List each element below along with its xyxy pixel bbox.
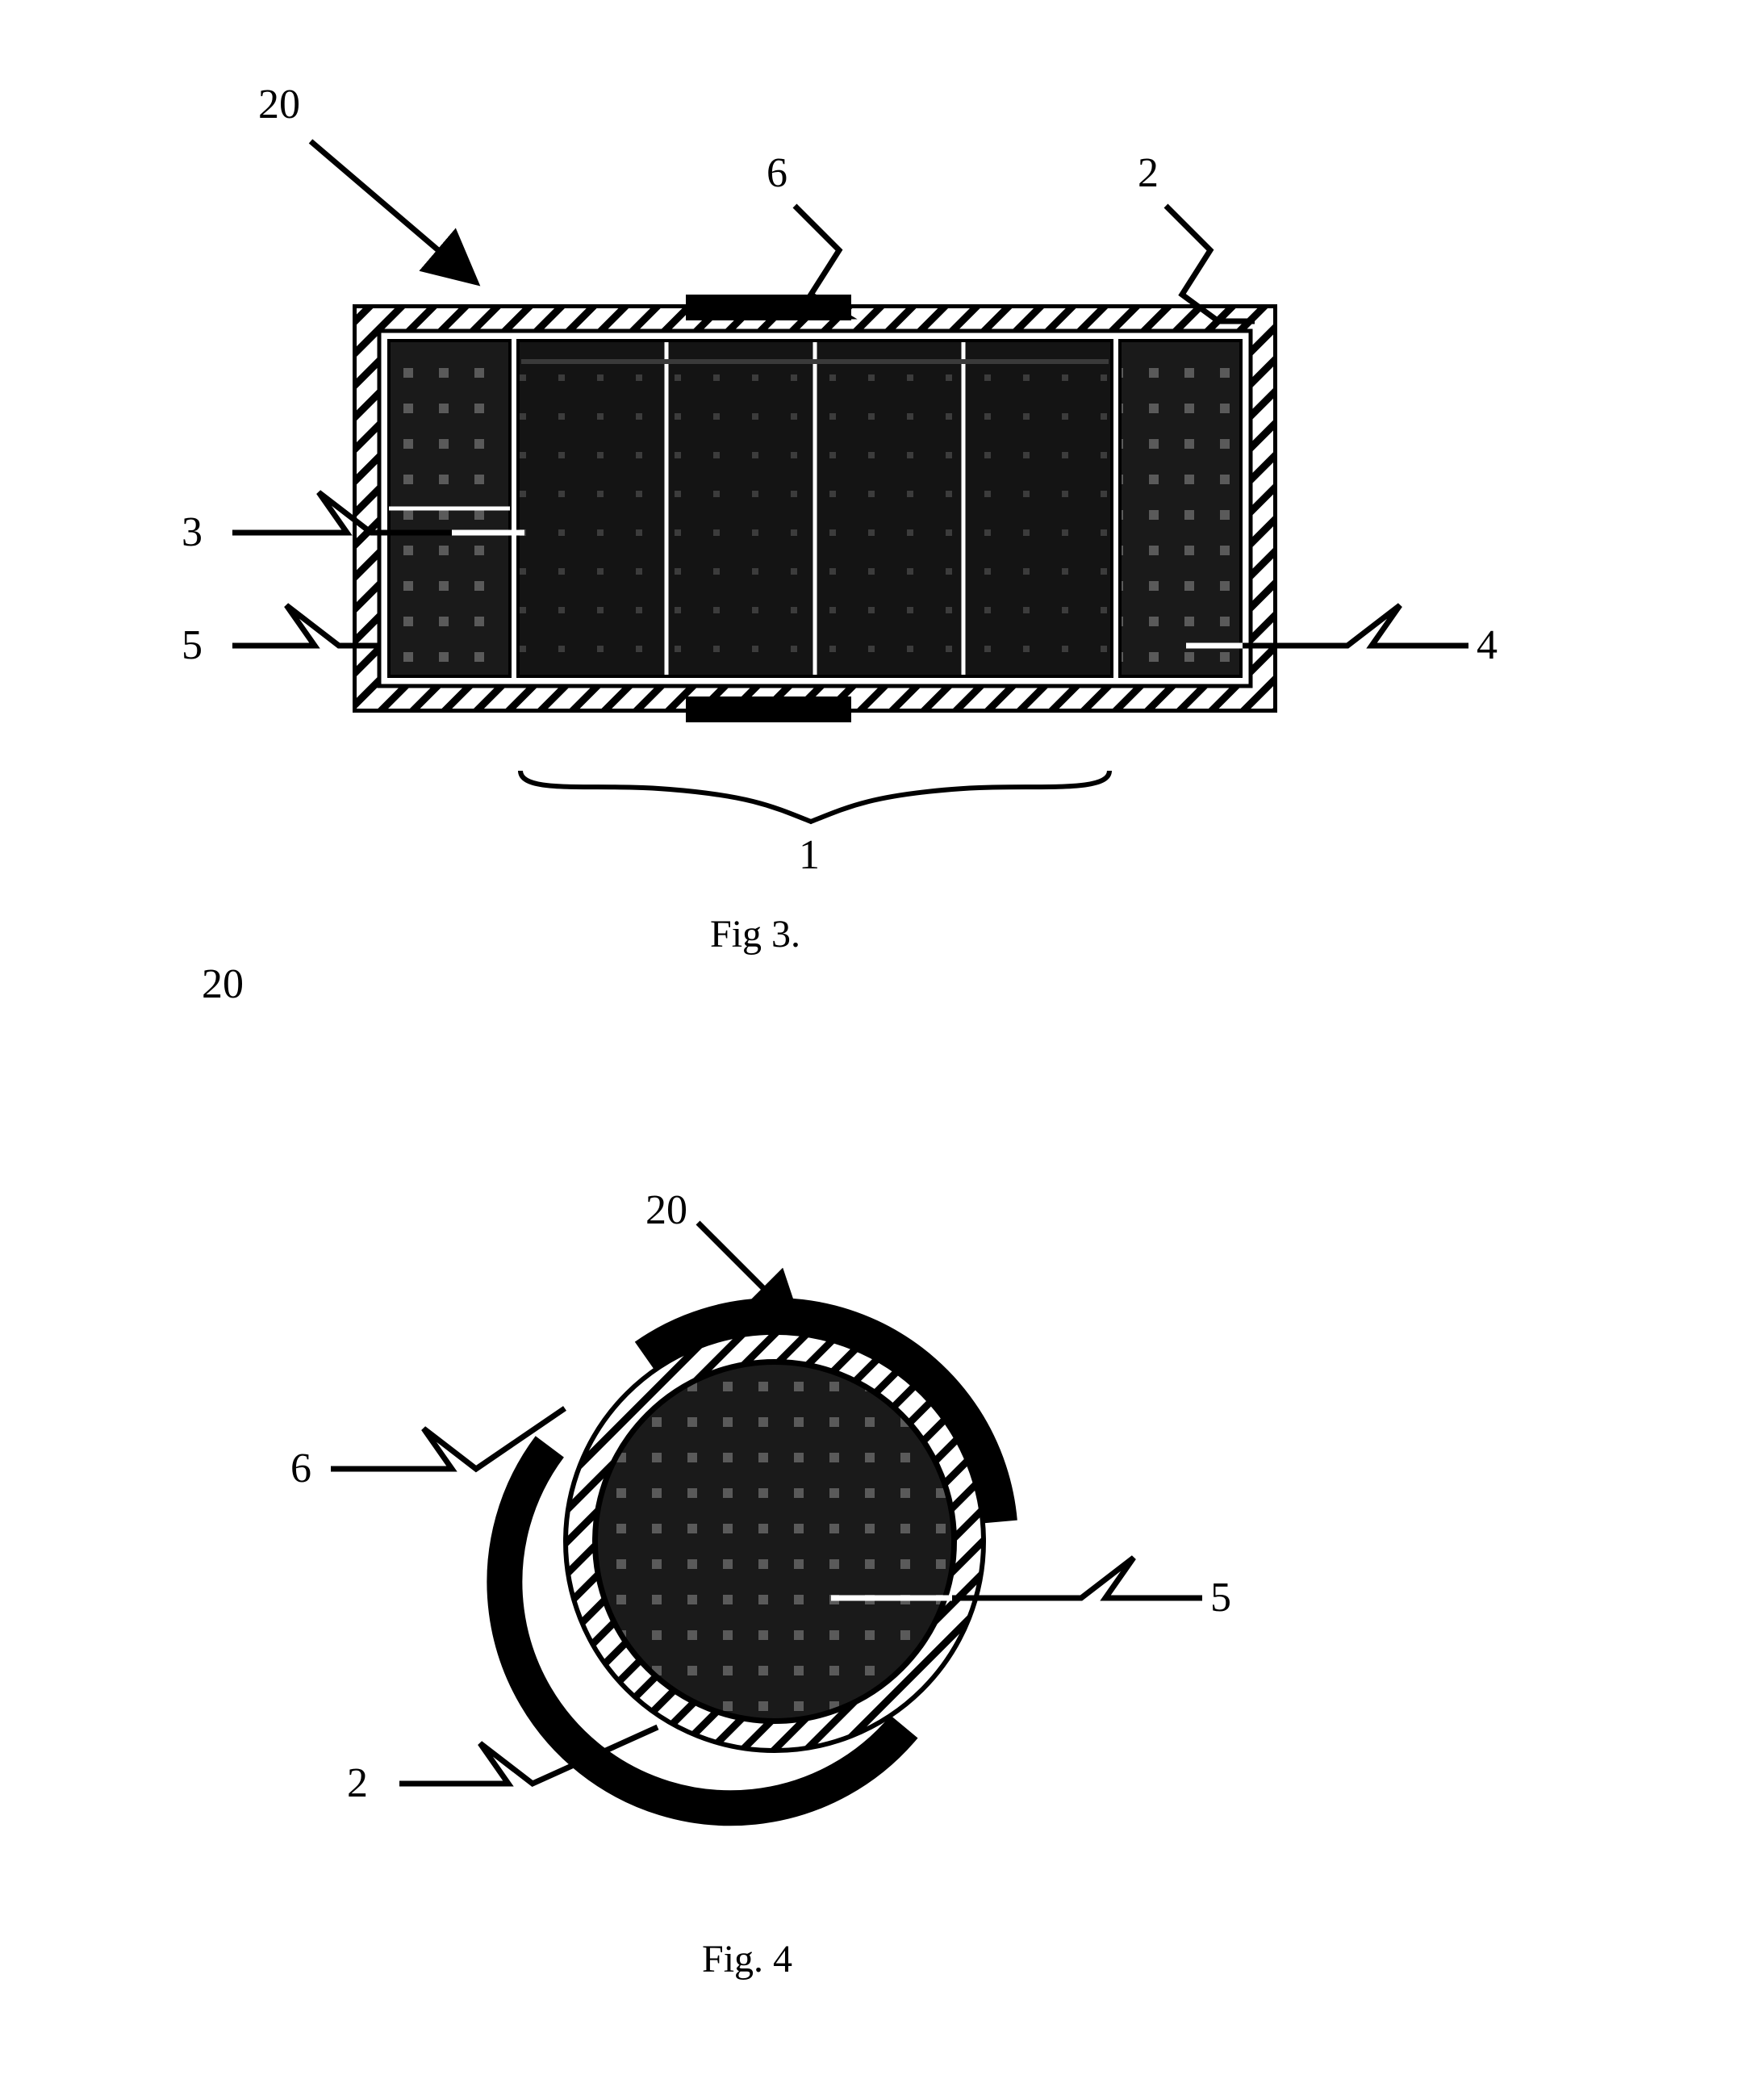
leader-2 — [1166, 206, 1255, 321]
fig3-caption: Fig 3. — [710, 912, 800, 956]
fig3-ref-20: 20 — [258, 81, 300, 128]
fig3-ref-2: 2 — [1138, 149, 1159, 197]
fig4-ref-20: 20 — [645, 1186, 687, 1234]
core-circle — [596, 1363, 953, 1720]
fig3-ref-6: 6 — [767, 149, 787, 197]
fig3-svg — [0, 0, 1742, 1049]
fig3-ref-3: 3 — [182, 508, 203, 556]
leader-20 — [311, 141, 476, 282]
brace-1 — [520, 771, 1109, 822]
fig3-ref-4: 4 — [1477, 621, 1498, 669]
fig4-ref-6: 6 — [290, 1445, 311, 1492]
fig3-ref-20b: 20 — [202, 960, 244, 1008]
fig3-ref-5: 5 — [182, 621, 203, 669]
fig4-ref-2: 2 — [347, 1759, 368, 1807]
fig4-svg — [0, 1049, 1742, 2098]
fig3-ref-1: 1 — [799, 831, 820, 879]
right-block — [1120, 341, 1241, 676]
contact-bottom — [686, 697, 851, 722]
fig4-ref-5: 5 — [1210, 1574, 1231, 1621]
fig4-caption: Fig. 4 — [702, 1937, 792, 1981]
